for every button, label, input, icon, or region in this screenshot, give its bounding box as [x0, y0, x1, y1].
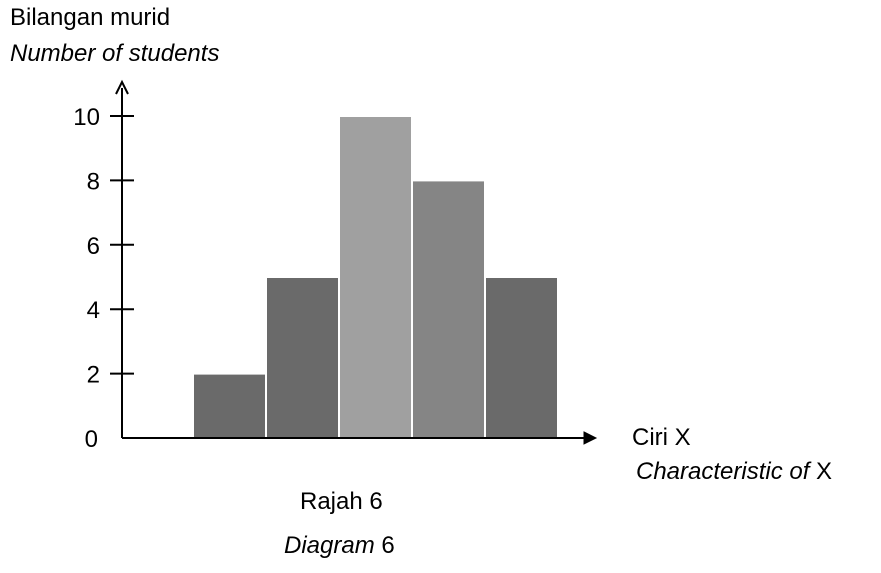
x-axis-label-english-plain: X: [809, 458, 833, 485]
y-axis-arrowhead: [115, 79, 129, 95]
y-axis-label-malay: Bilangan murid: [10, 4, 171, 31]
y-tick-label-0: 0: [85, 426, 98, 453]
x-axis-arrowhead: [583, 431, 598, 445]
caption-malay: Rajah 6: [300, 488, 383, 515]
y-tick-label-6: 6: [87, 233, 100, 260]
x-axis-label-malay: Ciri X: [632, 424, 691, 451]
x-axis-label-english: Characteristic of X: [636, 460, 832, 484]
x-axis-label-english-italic: Characteristic of: [636, 458, 810, 485]
bars-group: [192, 115, 559, 440]
caption-english-plain: 6: [374, 532, 395, 559]
bar-1: [192, 372, 267, 440]
y-tick-label-4: 4: [87, 297, 100, 324]
y-tick-label-8: 8: [87, 168, 100, 195]
bar-4: [411, 179, 486, 439]
y-tick-label-2: 2: [87, 362, 100, 389]
y-ticks-group: 0 2 4 6 8 10: [73, 104, 134, 453]
bar-3: [338, 115, 413, 439]
y-axis-label-english: Number of students: [10, 40, 220, 67]
bar-5: [484, 276, 559, 439]
y-tick-label-10: 10: [73, 104, 100, 131]
bar-2: [265, 276, 340, 439]
caption-english-italic: Diagram: [284, 532, 375, 559]
axes-group: [115, 79, 598, 445]
caption-english: Diagram 6: [284, 534, 395, 558]
